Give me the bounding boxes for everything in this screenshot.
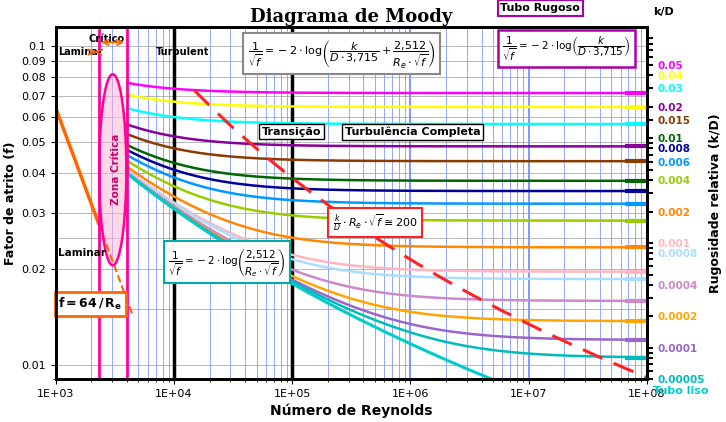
Text: Tubo liso: Tubo liso <box>653 386 708 395</box>
Text: Turbulent: Turbulent <box>155 47 209 57</box>
Text: Laminar: Laminar <box>58 248 106 258</box>
Text: Crítico: Crítico <box>89 35 125 44</box>
Text: Transição: Transição <box>261 127 321 137</box>
X-axis label: Número de Reynolds: Número de Reynolds <box>270 403 433 418</box>
Text: Tubo Rugoso: Tubo Rugoso <box>500 3 580 13</box>
Text: Turbulência Completa: Turbulência Completa <box>345 127 481 137</box>
Text: Zona Crítica: Zona Crítica <box>110 134 121 206</box>
Text: $\dfrac{1}{\sqrt{f}} = -2 \cdot \log\!\left(\dfrac{k}{D \cdot 3{,}715}\right)$: $\dfrac{1}{\sqrt{f}} = -2 \cdot \log\!\l… <box>502 34 631 63</box>
Text: $\mathbf{f = 64\,/\,R_e}$: $\mathbf{f = 64\,/\,R_e}$ <box>58 296 123 312</box>
Text: Laminar: Laminar <box>58 47 103 57</box>
Y-axis label: Rugosidade relativa (k/D): Rugosidade relativa (k/D) <box>709 114 722 293</box>
Y-axis label: Fator de atrito (f): Fator de atrito (f) <box>4 141 17 265</box>
Text: $\dfrac{1}{\sqrt{f}} = -2 \cdot \log\!\left(\dfrac{k}{D \cdot 3{,}715} + \dfrac{: $\dfrac{1}{\sqrt{f}} = -2 \cdot \log\!\l… <box>248 38 436 70</box>
Text: $\dfrac{1}{\sqrt{f}} = -2 \cdot \log\!\left(\dfrac{2{,}512}{R_e \cdot \sqrt{f}}\: $\dfrac{1}{\sqrt{f}} = -2 \cdot \log\!\l… <box>168 246 285 279</box>
Text: Tubo Liso: Tubo Liso <box>191 268 250 278</box>
Text: k/D: k/D <box>653 7 674 16</box>
Polygon shape <box>99 74 126 265</box>
Title: Diagrama de Moody: Diagrama de Moody <box>250 8 452 26</box>
Text: $\frac{k}{D} \cdot R_e \cdot \sqrt{f} \cong 200$: $\frac{k}{D} \cdot R_e \cdot \sqrt{f} \c… <box>333 212 417 233</box>
